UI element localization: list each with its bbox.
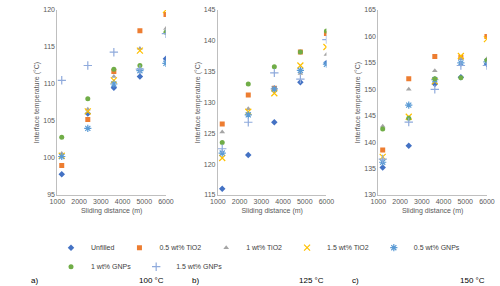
svg-text:Sliding distance (m): Sliding distance (m) [402,207,463,215]
svg-text:Sliding distance (m): Sliding distance (m) [241,207,302,215]
svg-text:4000: 4000 [275,198,291,205]
svg-text:115: 115 [204,191,215,198]
svg-text:155: 155 [364,59,376,66]
svg-text:105: 105 [43,117,55,124]
svg-text:150 °C: 150 °C [460,276,485,285]
svg-text:3000: 3000 [254,198,270,205]
svg-text:130: 130 [204,99,216,106]
svg-text:1.5 wt% TiO2: 1.5 wt% TiO2 [327,244,369,251]
svg-text:145: 145 [204,6,216,13]
svg-text:1 wt% TiO2: 1 wt% TiO2 [246,244,282,251]
svg-text:4000: 4000 [115,198,131,205]
svg-text:125: 125 [204,130,216,137]
svg-text:100 °C: 100 °C [139,276,164,285]
svg-text:135: 135 [204,68,216,75]
svg-text:120: 120 [204,161,216,168]
svg-text:1000: 1000 [50,198,66,205]
svg-text:140: 140 [204,37,216,44]
svg-text:Interface temperature (°C): Interface temperature (°C) [33,62,41,143]
svg-text:a): a) [31,276,38,285]
svg-text:Sliding distance (m): Sliding distance (m) [81,207,142,215]
svg-text:0.5 wt% TiO2: 0.5 wt% TiO2 [159,244,201,251]
svg-text:5000: 5000 [297,198,313,205]
svg-text:140: 140 [364,139,376,146]
svg-text:115: 115 [44,43,55,50]
svg-text:2000: 2000 [392,198,408,205]
svg-text:125 °C: 125 °C [299,276,324,285]
svg-text:100: 100 [43,154,55,161]
svg-text:5000: 5000 [457,198,473,205]
svg-text:110: 110 [44,80,55,87]
svg-text:Interface temperature (°C): Interface temperature (°C) [194,62,202,143]
svg-text:130: 130 [364,191,376,198]
svg-text:1000: 1000 [371,198,387,205]
svg-text:c): c) [352,276,359,285]
svg-text:Interface temperature (°C): Interface temperature (°C) [354,62,362,143]
svg-text:6000: 6000 [158,198,174,205]
svg-text:120: 120 [43,6,55,13]
svg-text:2000: 2000 [232,198,248,205]
svg-text:0.5 wt% GNPs: 0.5 wt% GNPs [414,244,460,251]
svg-text:b): b) [192,276,199,285]
svg-text:135: 135 [364,165,376,172]
svg-text:1000: 1000 [210,198,226,205]
svg-text:Unfilled: Unfilled [91,244,114,251]
svg-text:165: 165 [364,6,376,13]
svg-text:1 wt% GNPs: 1 wt% GNPs [91,263,131,270]
svg-text:6000: 6000 [319,198,335,205]
svg-text:160: 160 [364,33,376,40]
svg-text:2000: 2000 [71,198,87,205]
svg-text:3000: 3000 [93,198,109,205]
svg-text:150: 150 [364,86,376,93]
svg-text:95: 95 [47,191,55,198]
svg-text:6000: 6000 [479,198,495,205]
svg-text:145: 145 [364,112,376,119]
svg-text:5000: 5000 [136,198,152,205]
svg-text:1.5 wt% GNPs: 1.5 wt% GNPs [176,263,222,270]
svg-text:4000: 4000 [436,198,452,205]
svg-text:3000: 3000 [414,198,430,205]
